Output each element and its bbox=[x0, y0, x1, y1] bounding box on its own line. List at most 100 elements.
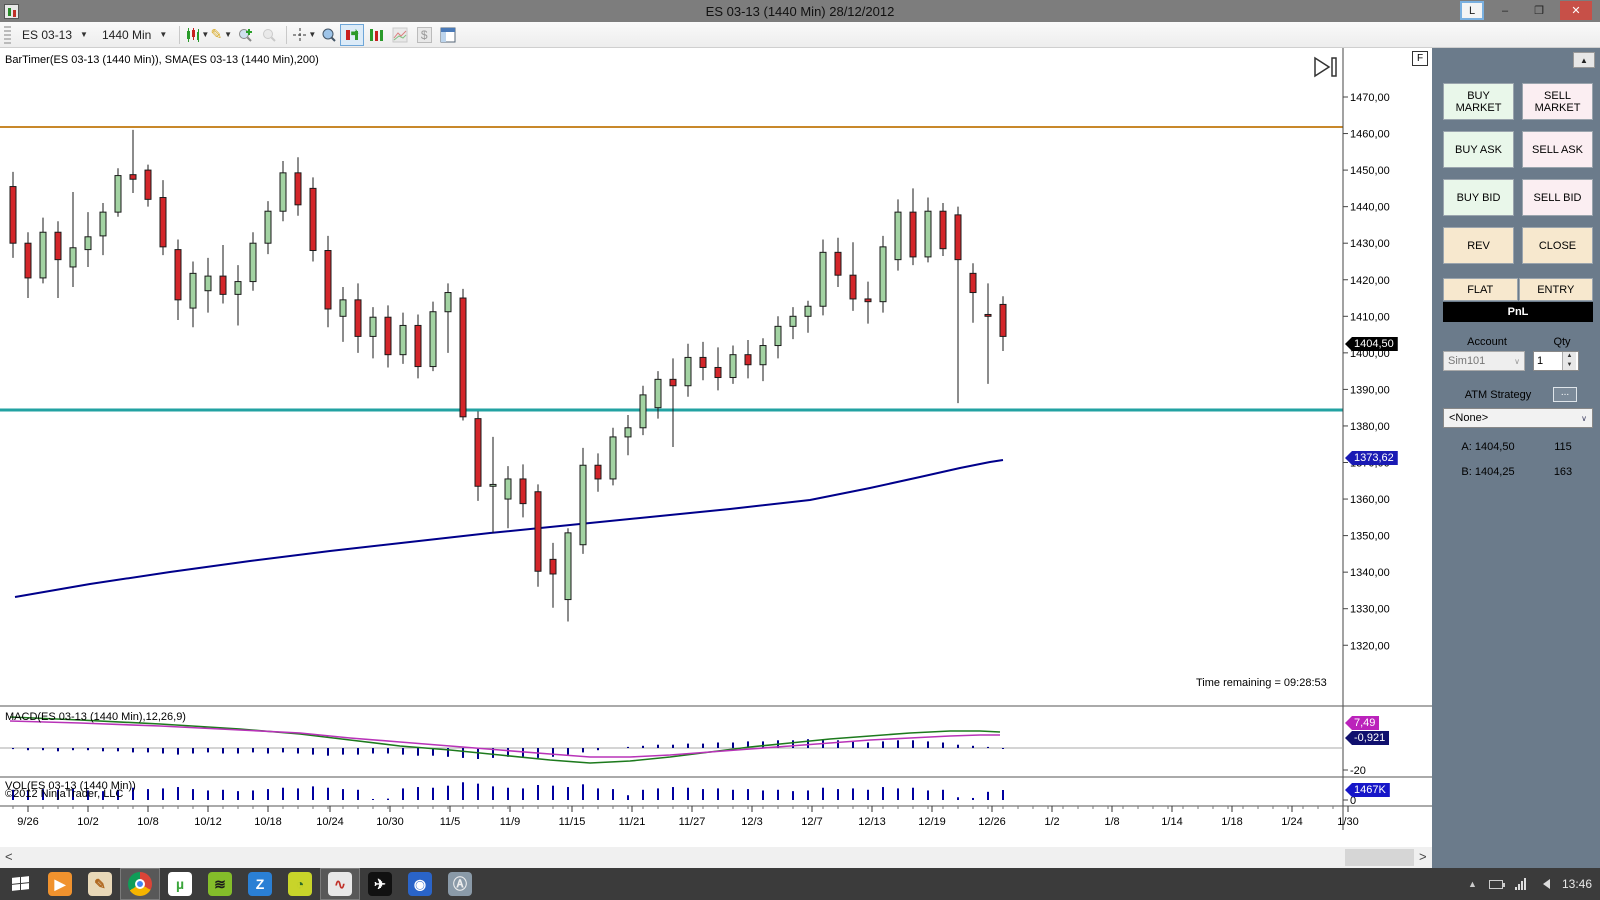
magnifier-icon bbox=[322, 28, 336, 42]
date-tick-label: 11/5 bbox=[440, 816, 461, 828]
data-box-button[interactable] bbox=[316, 24, 340, 46]
spotify-icon[interactable]: ≋ bbox=[200, 868, 240, 900]
scroll-right-arrow[interactable]: > bbox=[1419, 849, 1427, 864]
atm-options-button[interactable]: ... bbox=[1553, 387, 1577, 402]
candle-body bbox=[729, 354, 737, 379]
battery-icon[interactable] bbox=[1488, 879, 1505, 889]
utorrent-icon[interactable]: µ bbox=[160, 868, 200, 900]
candle-body bbox=[414, 324, 422, 368]
price-tick-label: 1380,00 bbox=[1350, 421, 1390, 433]
atm-strategy-select[interactable]: <None> ∨ bbox=[1443, 408, 1593, 428]
link-button[interactable]: L bbox=[1460, 1, 1484, 20]
globe-app-icon: ◔ bbox=[288, 872, 312, 896]
reverse-button[interactable]: REV bbox=[1443, 227, 1514, 264]
entry-button[interactable]: ENTRY bbox=[1518, 278, 1593, 301]
indicators-button[interactable] bbox=[388, 24, 412, 46]
candle-body bbox=[834, 251, 842, 276]
candle-body bbox=[99, 211, 107, 237]
account-select[interactable]: Sim101 ∨ bbox=[1443, 351, 1525, 371]
cursor-mode-button[interactable]: ▼ bbox=[292, 24, 316, 46]
sell-market-button[interactable]: SELL MARKET bbox=[1522, 83, 1593, 120]
buy-ask-button[interactable]: BUY ASK bbox=[1443, 131, 1514, 168]
instrument-selector[interactable]: ES 03-13 ▼ bbox=[15, 25, 95, 45]
chart-trader-icon bbox=[346, 28, 359, 40]
candle-body bbox=[69, 247, 77, 268]
flat-button[interactable]: FLAT bbox=[1443, 278, 1518, 301]
quantity-input[interactable] bbox=[1534, 352, 1562, 370]
pen-app-icon[interactable]: ✎ bbox=[80, 868, 120, 900]
graphics-app-icon[interactable]: ✈ bbox=[360, 868, 400, 900]
properties-button[interactable] bbox=[436, 24, 460, 46]
price-chart[interactable]: 1470,00 1460,00 1450,00 1440,00 1430,00 1420,… bbox=[0, 48, 1432, 847]
candle-body bbox=[429, 311, 437, 368]
candle-body bbox=[714, 366, 722, 379]
network-signal-icon[interactable] bbox=[1514, 878, 1526, 890]
date-tick-label: 1/14 bbox=[1161, 816, 1182, 828]
candle-body bbox=[264, 210, 272, 244]
google-earth-icon[interactable]: ◉ bbox=[400, 868, 440, 900]
start-button[interactable] bbox=[0, 868, 40, 900]
chart-canvas[interactable]: 1470,00 1460,00 1450,00 1440,00 1430,00 1420,… bbox=[0, 48, 1432, 847]
price-tick-label: 1340,00 bbox=[1350, 567, 1390, 579]
candle-body bbox=[699, 356, 707, 368]
close-button[interactable]: ✕ bbox=[1560, 1, 1592, 20]
taskbar-clock[interactable]: 13:46 bbox=[1561, 877, 1592, 891]
ninjatrader-icon[interactable]: ∿ bbox=[320, 868, 360, 900]
scrollbar-thumb[interactable] bbox=[1345, 849, 1414, 866]
buy-market-button[interactable]: BUY MARKET bbox=[1443, 83, 1514, 120]
bars-panel-button[interactable] bbox=[364, 24, 388, 46]
chart-scrollbar[interactable]: < > bbox=[0, 847, 1432, 868]
chart-trader-button[interactable] bbox=[340, 23, 365, 46]
qty-up-button[interactable]: ▲ bbox=[1563, 352, 1576, 361]
price-tick-label: 1350,00 bbox=[1350, 531, 1390, 543]
pencil-icon: ✎ bbox=[210, 26, 223, 42]
pnl-display: PnL bbox=[1443, 302, 1593, 322]
globe-app-icon[interactable]: ◔ bbox=[280, 868, 320, 900]
close-position-button[interactable]: CLOSE bbox=[1522, 227, 1593, 264]
date-tick-label: 11/15 bbox=[559, 816, 586, 828]
zoom-in-button[interactable] bbox=[233, 24, 257, 46]
qty-down-button[interactable]: ▼ bbox=[1563, 361, 1576, 370]
price-tick-label: 1330,00 bbox=[1350, 604, 1390, 616]
tray-expand-icon[interactable]: ▲ bbox=[1468, 879, 1477, 889]
candle-body bbox=[909, 211, 917, 258]
candle-body bbox=[54, 231, 62, 261]
sell-bid-button[interactable]: SELL BID bbox=[1522, 179, 1593, 216]
price-tick-label: 1460,00 bbox=[1350, 129, 1390, 141]
sell-ask-button[interactable]: SELL ASK bbox=[1522, 131, 1593, 168]
windows-logo-icon bbox=[11, 876, 29, 892]
instrument-label: ES 03-13 bbox=[22, 27, 73, 42]
volume-label: VOL(ES 03-13 (1440 Min)) bbox=[5, 780, 136, 792]
zoom-out-button[interactable] bbox=[257, 24, 281, 46]
drawing-tools-button[interactable]: ✎ ▼ bbox=[209, 24, 233, 46]
minimize-button[interactable]: – bbox=[1501, 4, 1509, 17]
execution-button[interactable]: $ bbox=[412, 24, 436, 46]
candle-body bbox=[654, 378, 662, 409]
audio-app-icon[interactable]: Ⓐ bbox=[440, 868, 480, 900]
restore-button[interactable]: ❐ bbox=[1534, 5, 1544, 17]
date-tick-label: 12/7 bbox=[801, 816, 822, 828]
speaker-icon[interactable] bbox=[1538, 879, 1550, 889]
candle-body bbox=[789, 315, 797, 327]
zinio-icon[interactable]: Z bbox=[240, 868, 280, 900]
scroll-left-arrow[interactable]: < bbox=[5, 849, 13, 864]
media-player-icon[interactable]: ▶ bbox=[40, 868, 80, 900]
toolbar-grip[interactable] bbox=[4, 25, 11, 44]
chrome-icon bbox=[128, 872, 152, 896]
chrome-icon[interactable] bbox=[120, 868, 160, 900]
collapse-panel-button[interactable]: ▲ bbox=[1573, 52, 1595, 68]
price-marker: -0,921 bbox=[1345, 731, 1390, 745]
line-chart-icon bbox=[392, 27, 408, 42]
period-selector[interactable]: 1440 Min ▼ bbox=[95, 25, 174, 45]
chart-style-button[interactable]: ▼ bbox=[185, 24, 209, 46]
quantity-stepper[interactable]: ▲▼ bbox=[1533, 351, 1579, 371]
zoom-out-icon bbox=[263, 28, 276, 42]
candle-body bbox=[384, 316, 392, 356]
buy-bid-button[interactable]: BUY BID bbox=[1443, 179, 1514, 216]
chevron-down-icon: ▼ bbox=[159, 30, 168, 39]
chevron-down-icon: ▼ bbox=[308, 30, 317, 39]
candle-body bbox=[219, 275, 227, 295]
candle-body bbox=[129, 174, 137, 180]
macd-signal-line bbox=[9, 720, 1000, 758]
focus-button[interactable]: F bbox=[1412, 51, 1428, 66]
